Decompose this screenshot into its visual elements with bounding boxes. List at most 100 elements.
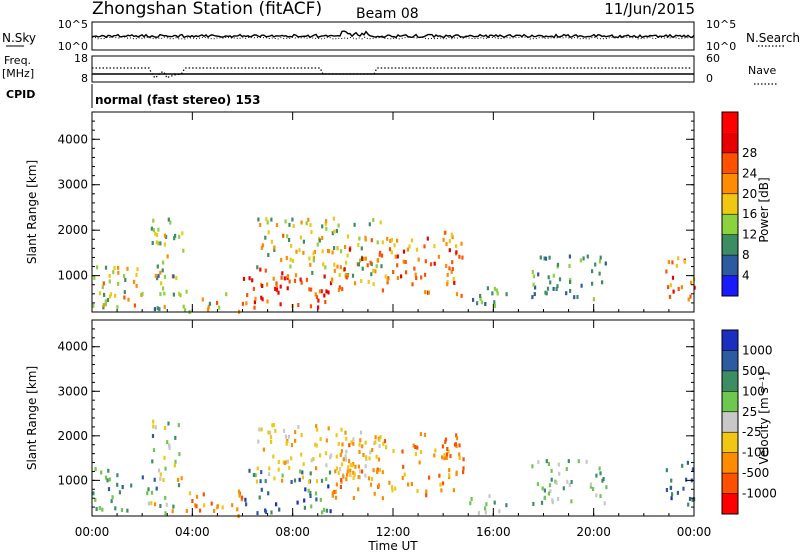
velocity-cell (358, 442, 361, 447)
colorbar-swatch (722, 214, 738, 235)
velocity-cell (281, 478, 284, 483)
x-tick-label: 00:00 (75, 525, 110, 539)
freq-tick-bottom: 8 (81, 72, 88, 85)
velocity-cell (333, 489, 336, 494)
power-cell (677, 287, 680, 291)
velocity-cell (531, 464, 534, 469)
velocity-colorbar: 1000 500 100 25 -25 -100 -500 -1000 (721, 329, 777, 515)
power-cell (108, 294, 112, 299)
velocity-cell (275, 502, 278, 507)
power-cell (380, 264, 383, 269)
velocity-cell (455, 470, 458, 475)
power-cell (331, 231, 334, 236)
power-cell (102, 281, 105, 286)
velocity-cell (550, 477, 553, 482)
power-cell (309, 262, 312, 267)
power-cell (310, 287, 313, 292)
power-cell (225, 292, 228, 297)
power-cell (152, 228, 155, 233)
x-tick-label: 16:00 (476, 525, 511, 539)
velocity-cell (323, 507, 326, 512)
velocity-cell (385, 445, 388, 450)
power-cell (348, 247, 351, 252)
power-cell (324, 222, 327, 227)
power-cell (690, 280, 693, 285)
power-cell (282, 233, 285, 238)
colorbar-swatch (722, 255, 738, 276)
power-cell (254, 296, 257, 301)
velocity-y-axis: 1000 2000 3000 4000 (57, 319, 694, 517)
velocity-cell (352, 476, 355, 481)
velocity-cell (346, 472, 349, 477)
velocity-cell (381, 496, 384, 501)
power-cell (569, 280, 572, 284)
velocity-cell (325, 463, 328, 468)
power-cell (417, 257, 420, 262)
power-cell (672, 289, 675, 294)
velocity-cell (110, 499, 113, 504)
power-cell (402, 249, 406, 254)
velocity-cell (335, 466, 338, 471)
power-cell (310, 230, 313, 235)
power-cell (127, 297, 130, 302)
power-cell (253, 305, 256, 310)
power-cell (329, 281, 333, 286)
power-cell (297, 303, 300, 307)
power-cell (544, 290, 547, 295)
power-cell (680, 285, 683, 290)
power-cell (479, 296, 482, 301)
velocity-cell (477, 511, 480, 516)
velocity-cell (352, 470, 355, 475)
power-cell (321, 249, 324, 254)
power-cell (288, 222, 291, 227)
power-cell (208, 301, 211, 306)
velocity-cell (108, 477, 111, 482)
power-cell (486, 286, 489, 291)
power-cell (413, 266, 416, 271)
velocity-cell (282, 428, 286, 433)
velocity-colorbar-label: Velocity [m s⁻¹] (757, 371, 771, 464)
velocity-cell (98, 506, 101, 510)
velocity-cell (558, 471, 561, 476)
velocity-cell (686, 460, 689, 465)
velocity-cell (353, 472, 356, 477)
colorbar-tick-label: 20 (742, 187, 757, 201)
power-cell (388, 247, 392, 252)
velocity-cell (325, 508, 328, 513)
power-cell (493, 286, 496, 291)
power-cell (601, 280, 604, 285)
velocity-cell (383, 439, 387, 444)
velocity-cell (195, 504, 198, 509)
power-cell (156, 276, 159, 281)
velocity-cell (153, 477, 156, 482)
colorbar-swatch (722, 152, 738, 174)
power-cell (160, 281, 163, 286)
velocity-cell (331, 493, 334, 498)
power-cell (396, 263, 399, 268)
power-cell (284, 219, 287, 224)
velocity-cell (267, 472, 271, 477)
power-cell (157, 241, 160, 246)
colorbar-swatch (722, 173, 738, 194)
power-cell (113, 265, 116, 270)
power-cell (317, 298, 320, 303)
power-cell (163, 233, 167, 238)
power-cell (248, 276, 251, 281)
velocity-cell (203, 503, 206, 508)
velocity-cell (328, 470, 332, 475)
velocity-cell (669, 485, 673, 490)
power-cell (375, 264, 378, 269)
velocity-cell (377, 457, 381, 462)
velocity-cell (335, 433, 338, 438)
velocity-cell (174, 435, 177, 440)
power-cell (167, 217, 170, 222)
velocity-cell (348, 443, 351, 448)
velocity-cell (202, 492, 205, 497)
power-cell (343, 267, 346, 272)
power-cell (314, 292, 317, 297)
power-cell (484, 302, 487, 306)
power-cell (366, 263, 369, 268)
velocity-cell (257, 439, 260, 444)
freq-tick-top: 18 (74, 52, 88, 65)
noise-trace (91, 30, 695, 40)
